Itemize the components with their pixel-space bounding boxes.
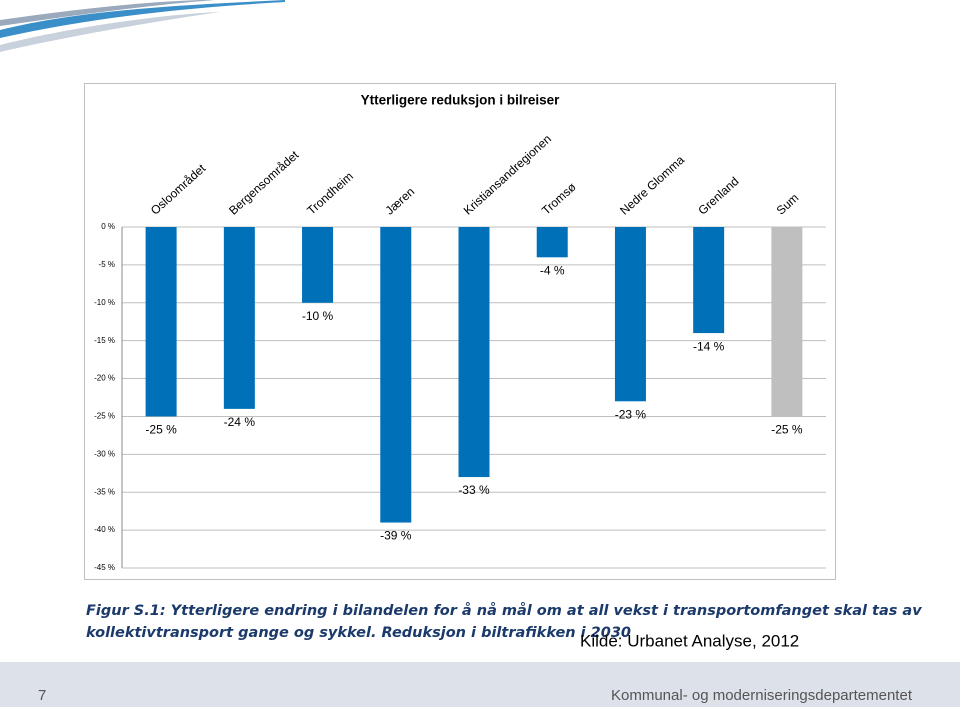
bar (458, 227, 490, 478)
bar (223, 227, 255, 409)
y-tick-label: -35 % (94, 487, 115, 496)
bar (145, 227, 177, 417)
value-label: -24 % (224, 415, 256, 429)
y-tick-label: -45 % (94, 563, 115, 572)
chart-title: Ytterligere reduksjon i bilreiser (361, 93, 561, 108)
bar (536, 227, 568, 258)
bar (693, 227, 725, 334)
value-label: -23 % (615, 407, 647, 421)
source: Kilde: Urbanet Analyse, 2012 (580, 631, 799, 650)
caption-line: Figur S.1: Ytterligere endring i bilande… (86, 602, 922, 619)
bar (614, 227, 646, 402)
value-label: -25 % (145, 423, 177, 437)
value-label: -33 % (458, 483, 490, 497)
y-tick-label: -40 % (94, 525, 115, 534)
value-label: -25 % (771, 423, 803, 437)
page-number: 7 (38, 687, 46, 704)
bar (380, 227, 412, 523)
y-tick-label: -5 % (99, 260, 115, 269)
value-label: -10 % (302, 309, 334, 323)
caption-line: kollektivtransport gange og sykkel. Redu… (86, 625, 631, 641)
y-tick-label: -10 % (94, 298, 115, 307)
footer-text: Kommunal- og moderniseringsdepartementet (611, 687, 913, 704)
decor-swoosh (0, 0, 285, 38)
y-tick-label: -20 % (94, 374, 115, 383)
y-tick-label: -30 % (94, 449, 115, 458)
footer-band (0, 662, 960, 707)
y-tick-label: -15 % (94, 336, 115, 345)
value-label: -4 % (540, 263, 565, 277)
value-label: -39 % (380, 529, 412, 543)
value-label: -14 % (693, 339, 725, 353)
bar (771, 227, 803, 417)
bar (302, 227, 334, 303)
y-tick-label: -25 % (94, 412, 115, 421)
y-tick-label: 0 % (101, 222, 115, 231)
